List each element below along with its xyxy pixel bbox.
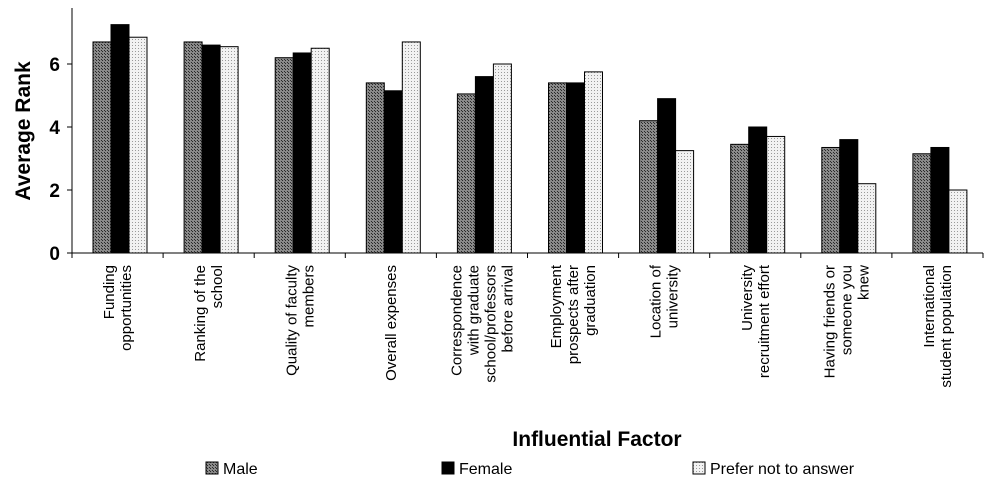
axes-group: 0 2 4 6 <box>49 8 984 265</box>
category-label-6: Location ofuniversity <box>648 264 682 338</box>
bar-male-8 <box>821 146 841 254</box>
bar-female-6 <box>657 98 677 254</box>
bar-female-2 <box>292 52 312 254</box>
legend-label-prefer-not-to-answer: Prefer not to answer <box>710 461 855 478</box>
legend-swatch-prefer-not-to-answer <box>692 461 706 475</box>
bar-female-4 <box>474 76 494 254</box>
bar-male-2 <box>274 57 294 254</box>
category-label-0: Fundingopportunities <box>101 265 135 351</box>
legend-swatch-male <box>205 461 219 475</box>
bar-female-7 <box>748 126 768 254</box>
bars-group <box>92 24 968 254</box>
bar-prefer-not-to-answer-5 <box>584 71 603 254</box>
bar-male-1 <box>183 41 203 254</box>
x-axis-label: Influential Factor <box>512 428 681 451</box>
category-label-5: Employmentprospects aftergraduation <box>548 264 599 364</box>
category-label-8: Having friends orsomeone youknew <box>821 265 872 379</box>
bar-male-3 <box>365 82 385 254</box>
bar-female-9 <box>930 146 950 254</box>
y-tick-label: 2 <box>49 181 60 202</box>
category-label-3: Overall expenses <box>383 265 400 381</box>
y-tick-label: 4 <box>49 118 60 139</box>
bar-prefer-not-to-answer-0 <box>128 36 148 254</box>
category-label-1: Ranking of theschool <box>192 265 226 362</box>
legend-label-male: Male <box>223 461 258 478</box>
bar-prefer-not-to-answer-9 <box>948 189 968 254</box>
bar-prefer-not-to-answer-2 <box>310 47 330 254</box>
category-label-7: Universityrecruitment effort <box>739 264 773 378</box>
legend-swatch-female <box>441 461 455 475</box>
legend: Male Female Prefer not to answer <box>205 461 855 478</box>
legend-label-female: Female <box>459 461 512 478</box>
category-labels: Fundingopportunities Ranking of theschool… <box>101 264 955 387</box>
y-axis-label: Average Rank <box>12 61 35 201</box>
bar-male-7 <box>730 143 750 254</box>
bar-female-5 <box>566 82 585 254</box>
bar-female-8 <box>839 139 859 254</box>
bar-prefer-not-to-answer-8 <box>857 183 877 254</box>
bar-male-0 <box>92 41 112 254</box>
bar-male-4 <box>456 93 476 254</box>
bar-female-0 <box>110 24 130 254</box>
bar-male-9 <box>912 153 932 254</box>
bar-prefer-not-to-answer-7 <box>766 135 786 254</box>
bar-male-6 <box>639 120 659 254</box>
category-label-9: Internationalstudent population <box>921 265 955 388</box>
bar-prefer-not-to-answer-1 <box>219 46 239 254</box>
category-label-2: Quality of facultymembers <box>283 265 317 376</box>
category-label-4: Correspondencewith graduateschool/profes… <box>448 265 516 383</box>
bar-prefer-not-to-answer-3 <box>401 41 421 254</box>
bar-male-5 <box>548 82 567 254</box>
bar-female-1 <box>201 44 221 254</box>
bar-prefer-not-to-answer-4 <box>492 63 512 254</box>
y-tick-label: 0 <box>49 244 60 265</box>
bar-prefer-not-to-answer-6 <box>675 150 695 254</box>
bar-female-3 <box>383 90 403 254</box>
y-tick-label: 6 <box>49 55 60 76</box>
